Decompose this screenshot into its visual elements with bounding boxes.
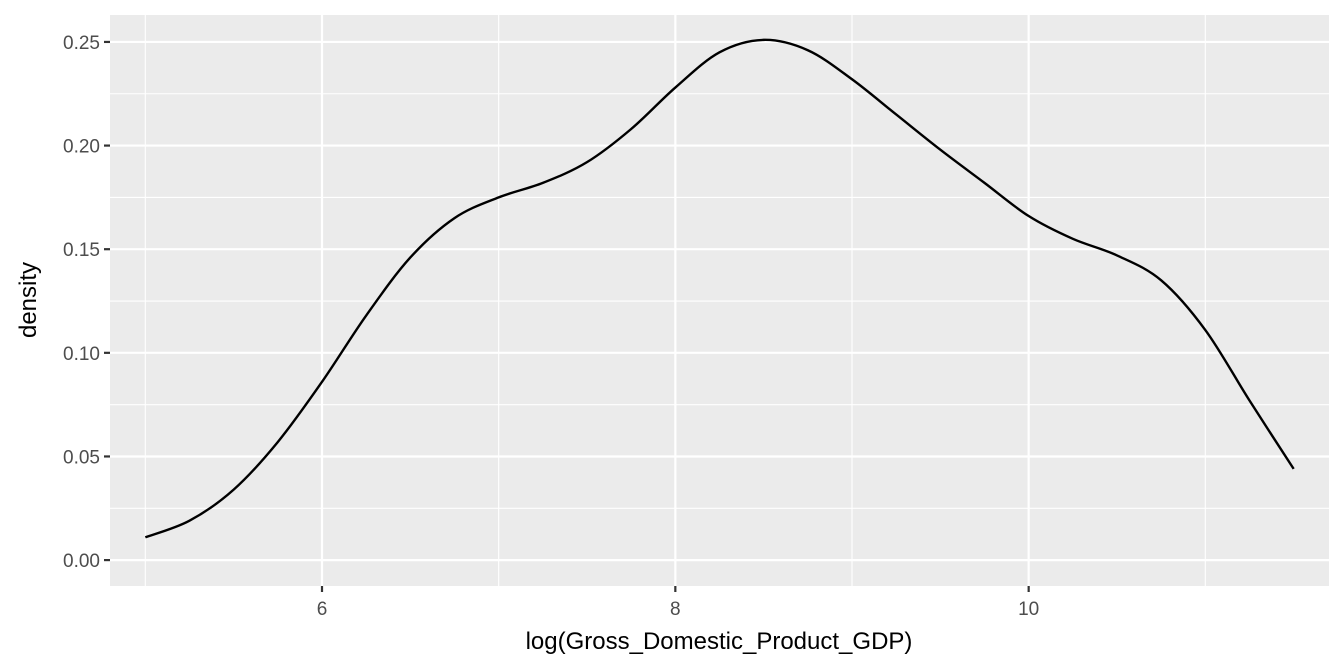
y-tick-label: 0.15	[63, 240, 100, 261]
y-tick-label: 0.25	[63, 33, 100, 54]
major-gridlines-y	[110, 40, 1329, 562]
x-tick-label: 8	[670, 599, 681, 620]
density-line	[144, 38, 1295, 539]
y-tick-label: 0.20	[63, 137, 100, 158]
series-layer	[144, 38, 1295, 539]
y-tick-label: 0.05	[63, 447, 100, 468]
minor-gridlines-y	[110, 93, 1329, 509]
major-gridlines-x	[320, 15, 1030, 586]
y-tick-label: 0.00	[63, 551, 100, 572]
y-axis-ticks: 0.00 0.05 0.10 0.15 0.20 0.25	[63, 33, 110, 572]
x-tick-label: 10	[1018, 599, 1039, 620]
x-axis-title: log(Gross_Domestic_Product_GDP)	[526, 628, 913, 655]
y-axis-title: density	[15, 262, 42, 338]
x-tick-label: 6	[317, 599, 328, 620]
y-tick-label: 0.10	[63, 344, 100, 365]
x-axis-ticks: 6 8 10	[317, 586, 1039, 620]
